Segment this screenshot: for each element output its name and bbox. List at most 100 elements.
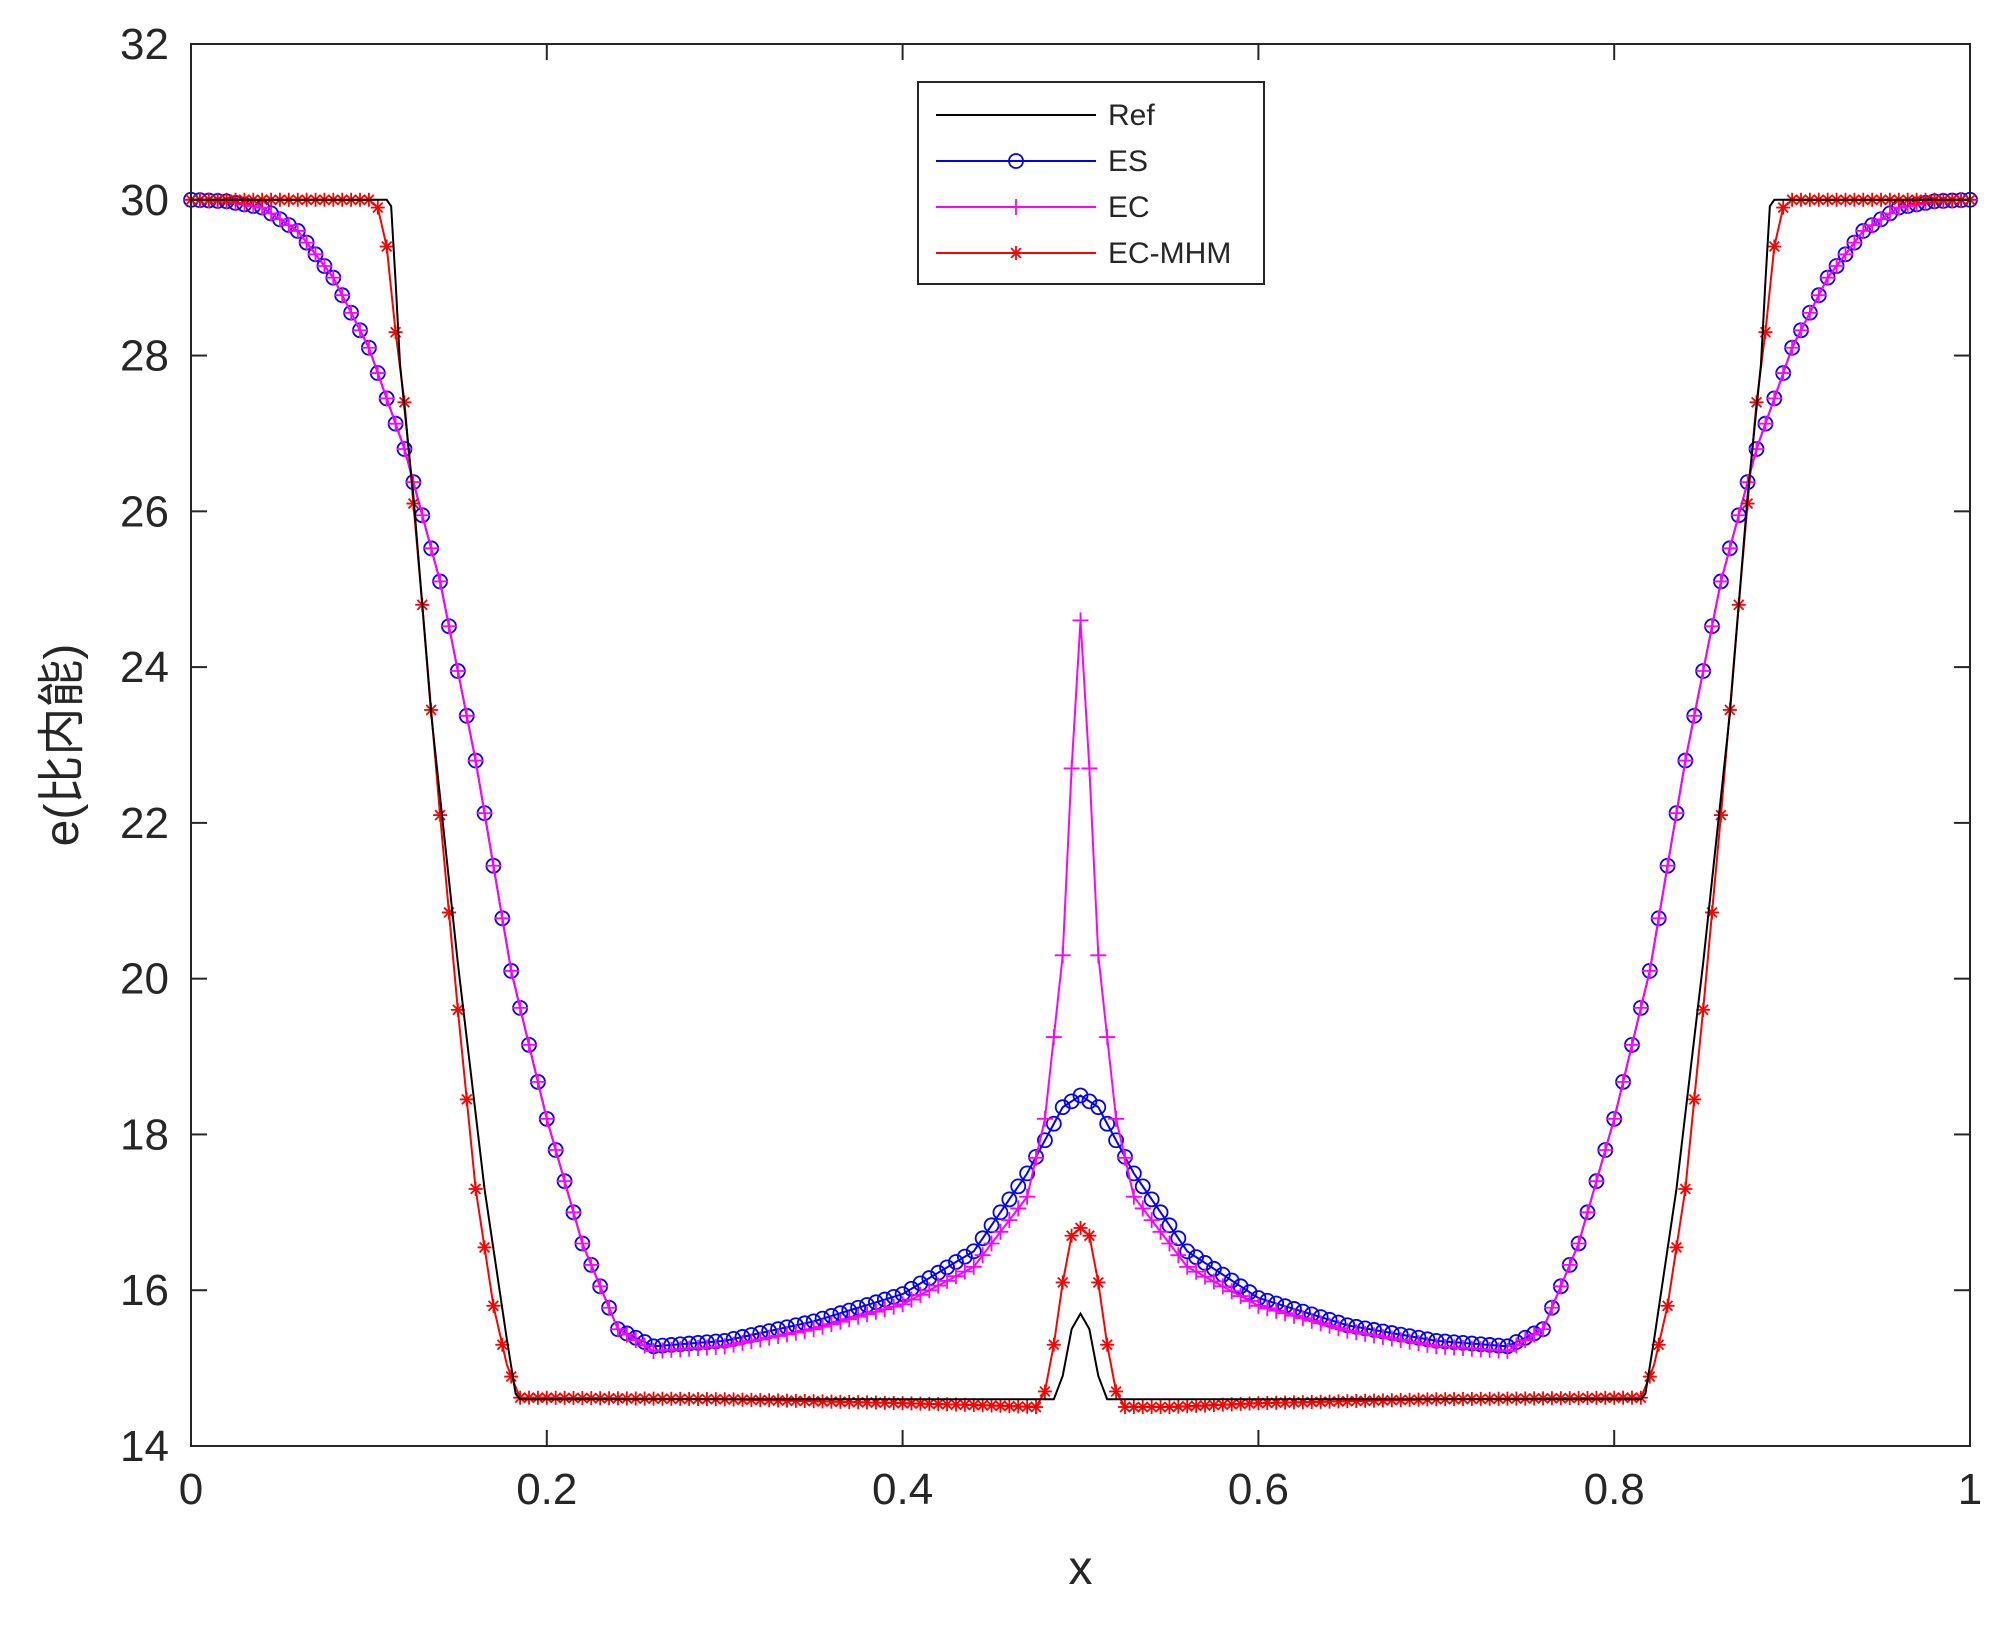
data-point-ec [1303, 1312, 1320, 1329]
data-point-ec [1508, 1337, 1525, 1354]
legend-entry: EC-MHM [936, 237, 1231, 270]
data-point-ec-mhm [1669, 1240, 1684, 1255]
data-point-ec [485, 857, 502, 874]
data-point-ec [1730, 507, 1747, 524]
y-tick-label: 26 [120, 487, 169, 536]
data-point-ec [734, 1334, 751, 1351]
data-point-ec [1668, 805, 1685, 822]
data-point-ec [556, 1173, 573, 1190]
data-point-ec [1036, 1110, 1053, 1127]
data-point-ec [1632, 999, 1649, 1016]
data-point-ec [307, 246, 324, 263]
data-point-ec-mhm [1206, 1398, 1221, 1413]
data-point-ec [1268, 1302, 1285, 1319]
data-point-ec [1099, 1029, 1116, 1046]
data-point-ec [503, 962, 520, 979]
data-point-ec [1677, 752, 1694, 769]
legend-label: EC-MHM [1108, 237, 1231, 270]
data-point-ec-mhm [1624, 1390, 1639, 1405]
data-point-ec [343, 304, 360, 321]
data-point-ec [1392, 1332, 1409, 1349]
data-point-ec [1828, 257, 1845, 274]
data-point-ec [1401, 1333, 1418, 1350]
data-point-ec-mhm [1153, 1400, 1168, 1415]
data-point-ec [378, 390, 395, 407]
data-point-ec [1552, 1278, 1569, 1295]
data-point-es [1001, 1191, 1018, 1208]
data-point-ec [1357, 1325, 1374, 1342]
data-point-ec [1623, 1036, 1640, 1053]
data-point-ec [1801, 304, 1818, 321]
data-point-ec [1179, 1258, 1196, 1275]
data-point-es [1019, 1165, 1036, 1182]
data-point-ec [1259, 1300, 1276, 1317]
data-point-ec [752, 1331, 769, 1348]
data-point-ec [1321, 1317, 1338, 1334]
data-point-ec-mhm [1046, 1337, 1061, 1352]
data-point-ec [1819, 269, 1836, 286]
data-point-ec [1170, 1247, 1187, 1264]
data-point-ec [458, 707, 475, 724]
y-tick-label: 30 [120, 176, 169, 225]
data-point-ec [1748, 441, 1765, 458]
data-point-ec [1615, 1073, 1632, 1090]
data-point-ec [894, 1296, 911, 1313]
data-point-ec [1561, 1256, 1578, 1273]
data-point-es [1152, 1204, 1169, 1221]
data-point-ec-mhm [539, 1390, 554, 1405]
data-point-ec [1374, 1328, 1391, 1345]
data-point-ec [787, 1324, 804, 1341]
axes-box [190, 43, 1971, 1447]
data-point-ec [974, 1247, 991, 1264]
x-tick-label: 0.8 [1584, 1465, 1645, 1514]
data-point-ec [930, 1277, 947, 1294]
data-point-ec-mhm [388, 325, 403, 340]
data-point-ec [823, 1316, 840, 1333]
data-point-ec [965, 1258, 982, 1275]
data-point-ec [1837, 246, 1854, 263]
data-point-ec [1410, 1335, 1427, 1352]
data-point-ec [1250, 1297, 1267, 1314]
data-point-ec [1881, 205, 1898, 222]
x-tick-label: 0 [179, 1465, 203, 1514]
data-point-ec [1214, 1278, 1231, 1295]
y-tick-label: 20 [120, 955, 169, 1004]
data-point-ec [1001, 1212, 1018, 1229]
data-point-ec [1277, 1305, 1294, 1322]
legend-label: ES [1108, 145, 1148, 178]
data-point-ec [1383, 1330, 1400, 1347]
data-point-ec [778, 1326, 795, 1343]
data-point-ec [1366, 1327, 1383, 1344]
data-point-ec [859, 1306, 876, 1323]
data-point-ec [521, 1036, 538, 1053]
data-point-ec [1588, 1173, 1605, 1190]
data-point-es [1099, 1115, 1116, 1132]
data-point-ec-mhm [379, 239, 394, 254]
data-point-ec-mhm [1037, 1384, 1052, 1399]
data-point-ec [352, 322, 369, 339]
data-point-ec-mhm [1029, 1400, 1044, 1415]
data-point-ec-mhm [557, 1390, 572, 1405]
data-point-ec [1019, 1188, 1036, 1205]
data-point-ec [921, 1282, 938, 1299]
data-point-ec [432, 573, 449, 590]
data-point-es [1010, 1178, 1027, 1195]
y-tick-label: 32 [120, 20, 169, 69]
data-point-ec [743, 1333, 760, 1350]
data-point-ec-mhm [806, 1394, 821, 1409]
data-point-ec [1161, 1235, 1178, 1252]
data-point-ec [601, 1299, 618, 1316]
data-point-ec [1010, 1200, 1027, 1217]
legend-entry: ES [936, 145, 1148, 178]
data-point-es [1108, 1132, 1124, 1149]
data-point-ec [565, 1204, 582, 1221]
y-tick-label: 16 [120, 1266, 169, 1315]
data-point-ec [618, 1326, 635, 1343]
data-point-ec [449, 663, 466, 680]
x-tick-label: 0.2 [516, 1465, 577, 1514]
data-point-ec [298, 234, 315, 251]
data-point-ec-mhm [1776, 200, 1791, 215]
data-point-ec [1757, 415, 1774, 432]
data-point-ec-mhm [486, 1298, 501, 1313]
x-tick-label: 1 [1958, 1465, 1982, 1514]
